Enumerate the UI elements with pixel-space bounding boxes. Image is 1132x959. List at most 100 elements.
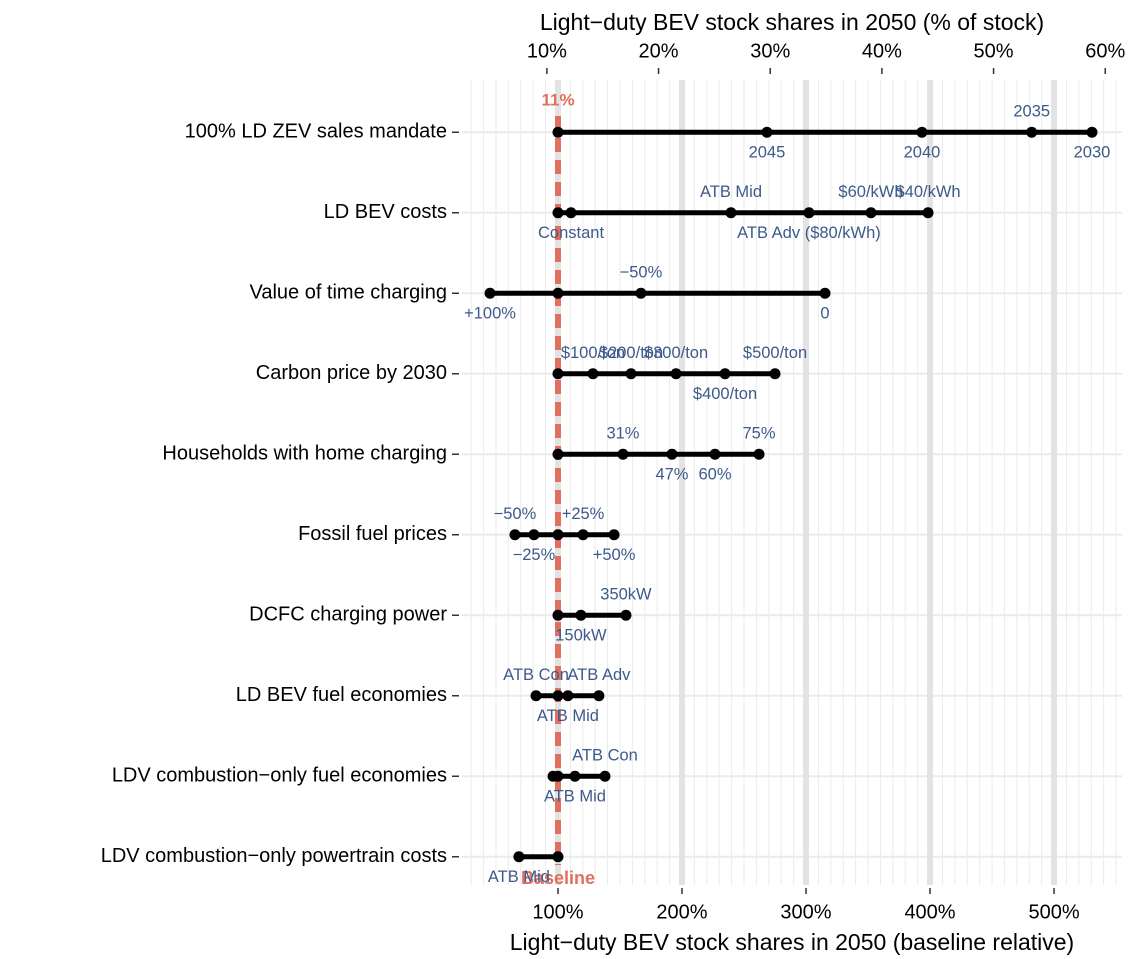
x-tick-label: 400%: [904, 901, 955, 923]
point-label: 60%: [698, 466, 731, 484]
point-label: −50%: [620, 264, 663, 282]
point-label: ATB Adv ($80/kWh): [737, 224, 881, 242]
point-label: 0: [820, 305, 829, 323]
point: [620, 609, 632, 621]
point-label: +25%: [562, 505, 605, 523]
point: [608, 529, 620, 541]
point: [761, 126, 773, 138]
point: [1026, 126, 1038, 138]
baseline-label: Baseline: [521, 868, 595, 888]
point: [577, 529, 589, 541]
point-label: $60/kWh: [838, 183, 903, 201]
point: [819, 287, 831, 299]
point-label: −50%: [494, 505, 537, 523]
point: [562, 690, 574, 702]
point-label: 350kW: [600, 586, 652, 604]
point: [753, 448, 765, 460]
point: [552, 770, 564, 782]
point: [552, 690, 564, 702]
x-tick-label: 100%: [532, 901, 583, 923]
point: [513, 851, 525, 863]
point: [599, 770, 611, 782]
point: [587, 368, 599, 380]
point: [916, 126, 928, 138]
point: [575, 609, 587, 621]
point: [593, 690, 605, 702]
point-label: +50%: [593, 546, 636, 564]
point: [719, 368, 731, 380]
point: [922, 207, 934, 219]
baseline-top-label: 11%: [541, 90, 574, 109]
point-label: 47%: [655, 466, 688, 484]
point: [552, 287, 564, 299]
point: [670, 368, 682, 380]
category-label: Carbon price by 2030: [256, 362, 447, 384]
point: [552, 368, 564, 380]
x2-tick-label: 50%: [974, 40, 1014, 62]
point-label: 31%: [606, 425, 639, 443]
x2-tick-label: 40%: [862, 40, 902, 62]
point: [709, 448, 721, 460]
point-label: $400/ton: [693, 385, 757, 403]
point-label: +100%: [464, 305, 516, 323]
category-label: Households with home charging: [162, 443, 447, 465]
point-label: 2045: [749, 144, 786, 162]
point-label: Constant: [538, 224, 604, 242]
point: [635, 287, 647, 299]
point-label: $40/kWh: [895, 183, 960, 201]
x2-tick-label: 60%: [1085, 40, 1125, 62]
point: [509, 529, 521, 541]
point: [666, 448, 678, 460]
point-label: ATB Mid: [537, 707, 599, 725]
point: [484, 287, 496, 299]
x2-tick-label: 10%: [527, 40, 567, 62]
point: [625, 368, 637, 380]
category-label: LD BEV fuel economies: [236, 684, 447, 706]
x-tick-label: 500%: [1028, 901, 1079, 923]
x2-tick-label: 30%: [750, 40, 790, 62]
point-label: ATB Mid: [544, 788, 606, 806]
point: [552, 851, 564, 863]
category-label: Value of time charging: [249, 282, 447, 304]
point: [803, 207, 815, 219]
bottom-axis-title: Light−duty BEV stock shares in 2050 (bas…: [510, 929, 1074, 955]
point: [530, 690, 542, 702]
category-label: LD BEV costs: [324, 201, 447, 223]
point-label: ATB Mid: [700, 183, 762, 201]
point-label: ATB Adv: [567, 666, 631, 684]
point: [865, 207, 877, 219]
point: [725, 207, 737, 219]
x2-tick-label: 20%: [639, 40, 679, 62]
point: [569, 770, 581, 782]
point: [565, 207, 577, 219]
top-axis-title: Light−duty BEV stock shares in 2050 (% o…: [540, 9, 1044, 35]
point-label: 2040: [904, 144, 941, 162]
point: [617, 448, 629, 460]
point-label: ATB Con: [572, 747, 638, 765]
point-label: $200/ton: [599, 344, 663, 362]
point: [552, 126, 564, 138]
point: [1086, 126, 1098, 138]
point-label: $500/ton: [743, 344, 807, 362]
point: [769, 368, 781, 380]
point-label: 2030: [1074, 144, 1111, 162]
point: [552, 529, 564, 541]
point-label: 75%: [742, 425, 775, 443]
point-label: $100/ton: [561, 344, 625, 362]
category-label: LDV combustion−only powertrain costs: [101, 845, 447, 867]
category-label: 100% LD ZEV sales mandate: [185, 121, 447, 143]
point: [528, 529, 540, 541]
point-label: 150kW: [555, 627, 607, 645]
category-label: LDV combustion−only fuel economies: [112, 765, 447, 787]
point-label: −25%: [513, 546, 556, 564]
x-tick-label: 200%: [656, 901, 707, 923]
point-label: ATB Con: [503, 666, 569, 684]
point-label: ATB Mid: [488, 868, 550, 886]
point-label: 2035: [1013, 103, 1050, 121]
point: [552, 609, 564, 621]
point: [552, 448, 564, 460]
point-label: $300/ton: [644, 344, 708, 362]
category-label: Fossil fuel prices: [298, 523, 447, 545]
x-tick-label: 300%: [780, 901, 831, 923]
